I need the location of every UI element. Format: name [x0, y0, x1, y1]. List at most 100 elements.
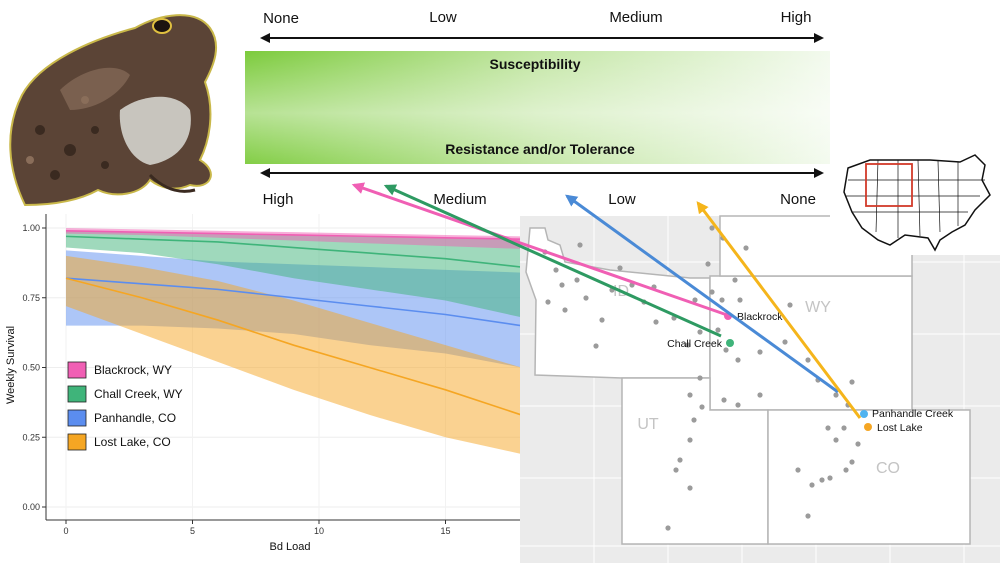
sample-point: [732, 277, 738, 283]
arrow-panhandle: [565, 194, 839, 394]
site-marker-chall-creek: [726, 339, 734, 347]
sample-point: [849, 379, 855, 385]
sample-point: [593, 343, 599, 349]
sample-point: [827, 475, 833, 481]
legend-swatch: [67, 409, 87, 427]
sample-point: [687, 392, 693, 398]
sample-point: [685, 342, 691, 348]
res-tick-none: None: [780, 191, 816, 208]
site-marker-panhandle-creek: [860, 410, 868, 418]
state-label-wy: WY: [805, 299, 831, 316]
sample-points: [542, 225, 861, 531]
res-tick-low: Low: [608, 191, 636, 208]
x-tick-label: 15: [440, 526, 450, 536]
sample-point: [687, 485, 693, 491]
toad-illustration: [9, 14, 218, 207]
x-tick-label: 10: [314, 526, 324, 536]
chart-legend: Blackrock, WY Chall Creek, WY Panhandle, C…: [67, 361, 183, 451]
chart-lines: [65, 229, 522, 416]
sample-point: [735, 357, 741, 363]
sample-point: [723, 347, 729, 353]
sample-point: [574, 277, 580, 283]
x-tick-label: 5: [190, 526, 195, 536]
y-tick-label: 0.75: [22, 293, 40, 303]
sample-point: [691, 417, 697, 423]
sample-point: [795, 467, 801, 473]
state-label-ut: UT: [637, 416, 659, 433]
state-co: [767, 409, 971, 545]
susceptibility-scale: None Low Medium High Susceptibility Resi…: [245, 9, 830, 208]
series-line-3: [65, 277, 522, 416]
legend-label: Blackrock, WY: [94, 363, 172, 377]
us-state-lines: [846, 159, 985, 238]
state-wy: [709, 275, 913, 411]
sample-point: [757, 392, 763, 398]
sample-point: [735, 402, 741, 408]
arrow-lost-lake: [696, 201, 862, 419]
sample-point: [562, 307, 568, 313]
survival-chart: 0.00 0.25 0.50 0.75 1.00 0 5 10 15 Bd Load Weekl…: [5, 214, 522, 553]
site-label-blackrock: Blackrock: [737, 311, 783, 323]
sample-point: [805, 513, 811, 519]
sample-point: [743, 245, 749, 251]
y-tick-label: 0.25: [22, 432, 40, 442]
gradient-band-shade: [245, 51, 830, 164]
sample-point: [787, 302, 793, 308]
sample-point: [719, 297, 725, 303]
sus-tick-medium: Medium: [609, 9, 662, 26]
legend-label: Panhandle, CO: [94, 411, 176, 425]
sample-point: [583, 295, 589, 301]
site-marker-lost-lake: [864, 423, 872, 431]
sample-point: [782, 339, 788, 345]
sus-tick-none: None: [263, 10, 299, 27]
sample-point: [715, 327, 721, 333]
resistance-label: Resistance and/or Tolerance: [445, 141, 635, 157]
us-inset-map: [830, 145, 1000, 255]
sample-point: [809, 482, 815, 488]
site-map: ID WY UT CO Blackrock Chall Creek Panhan…: [520, 215, 1000, 563]
sample-point: [825, 425, 831, 431]
sample-point: [805, 357, 811, 363]
sample-point: [697, 329, 703, 335]
sample-point: [737, 297, 743, 303]
sample-point: [617, 265, 623, 271]
sample-point: [833, 437, 839, 443]
sample-point: [855, 441, 861, 447]
sample-point: [577, 242, 583, 248]
series-line-0: [65, 229, 522, 240]
sample-point: [819, 477, 825, 483]
us-outline: [843, 154, 991, 252]
chart-ribbons: [66, 228, 522, 454]
sample-point: [653, 319, 659, 325]
arrow-blackrock: [351, 182, 731, 318]
sample-point: [849, 459, 855, 465]
res-tick-medium: Medium: [433, 191, 486, 208]
y-tick-label: 1.00: [22, 223, 40, 233]
sample-point: [545, 299, 551, 305]
site-arrows: [351, 182, 862, 419]
legend-label: Chall Creek, WY: [94, 387, 183, 401]
ribbon-1: [66, 230, 522, 318]
sample-point: [553, 267, 559, 273]
site-label-lost-lake: Lost Lake: [877, 422, 923, 434]
series-line-2: [65, 277, 522, 327]
legend-swatch: [67, 361, 87, 379]
susceptibility-label: Susceptibility: [489, 56, 580, 72]
sample-point: [699, 404, 705, 410]
sample-point: [757, 349, 763, 355]
sample-point: [841, 425, 847, 431]
sample-point: [721, 397, 727, 403]
chart-ticks: 0.00 0.25 0.50 0.75 1.00 0 5 10 15: [22, 223, 450, 536]
sample-point: [705, 261, 711, 267]
legend-swatch: [67, 385, 87, 403]
sample-point: [687, 437, 693, 443]
sus-tick-high: High: [781, 9, 812, 26]
y-tick-label: 0.50: [22, 363, 40, 373]
state-outlines: [525, 215, 971, 545]
sample-point: [833, 392, 839, 398]
res-tick-high: High: [263, 191, 294, 208]
x-axis-label: Bd Load: [270, 541, 311, 553]
sample-point: [559, 282, 565, 288]
legend-label: Lost Lake, CO: [94, 435, 171, 449]
